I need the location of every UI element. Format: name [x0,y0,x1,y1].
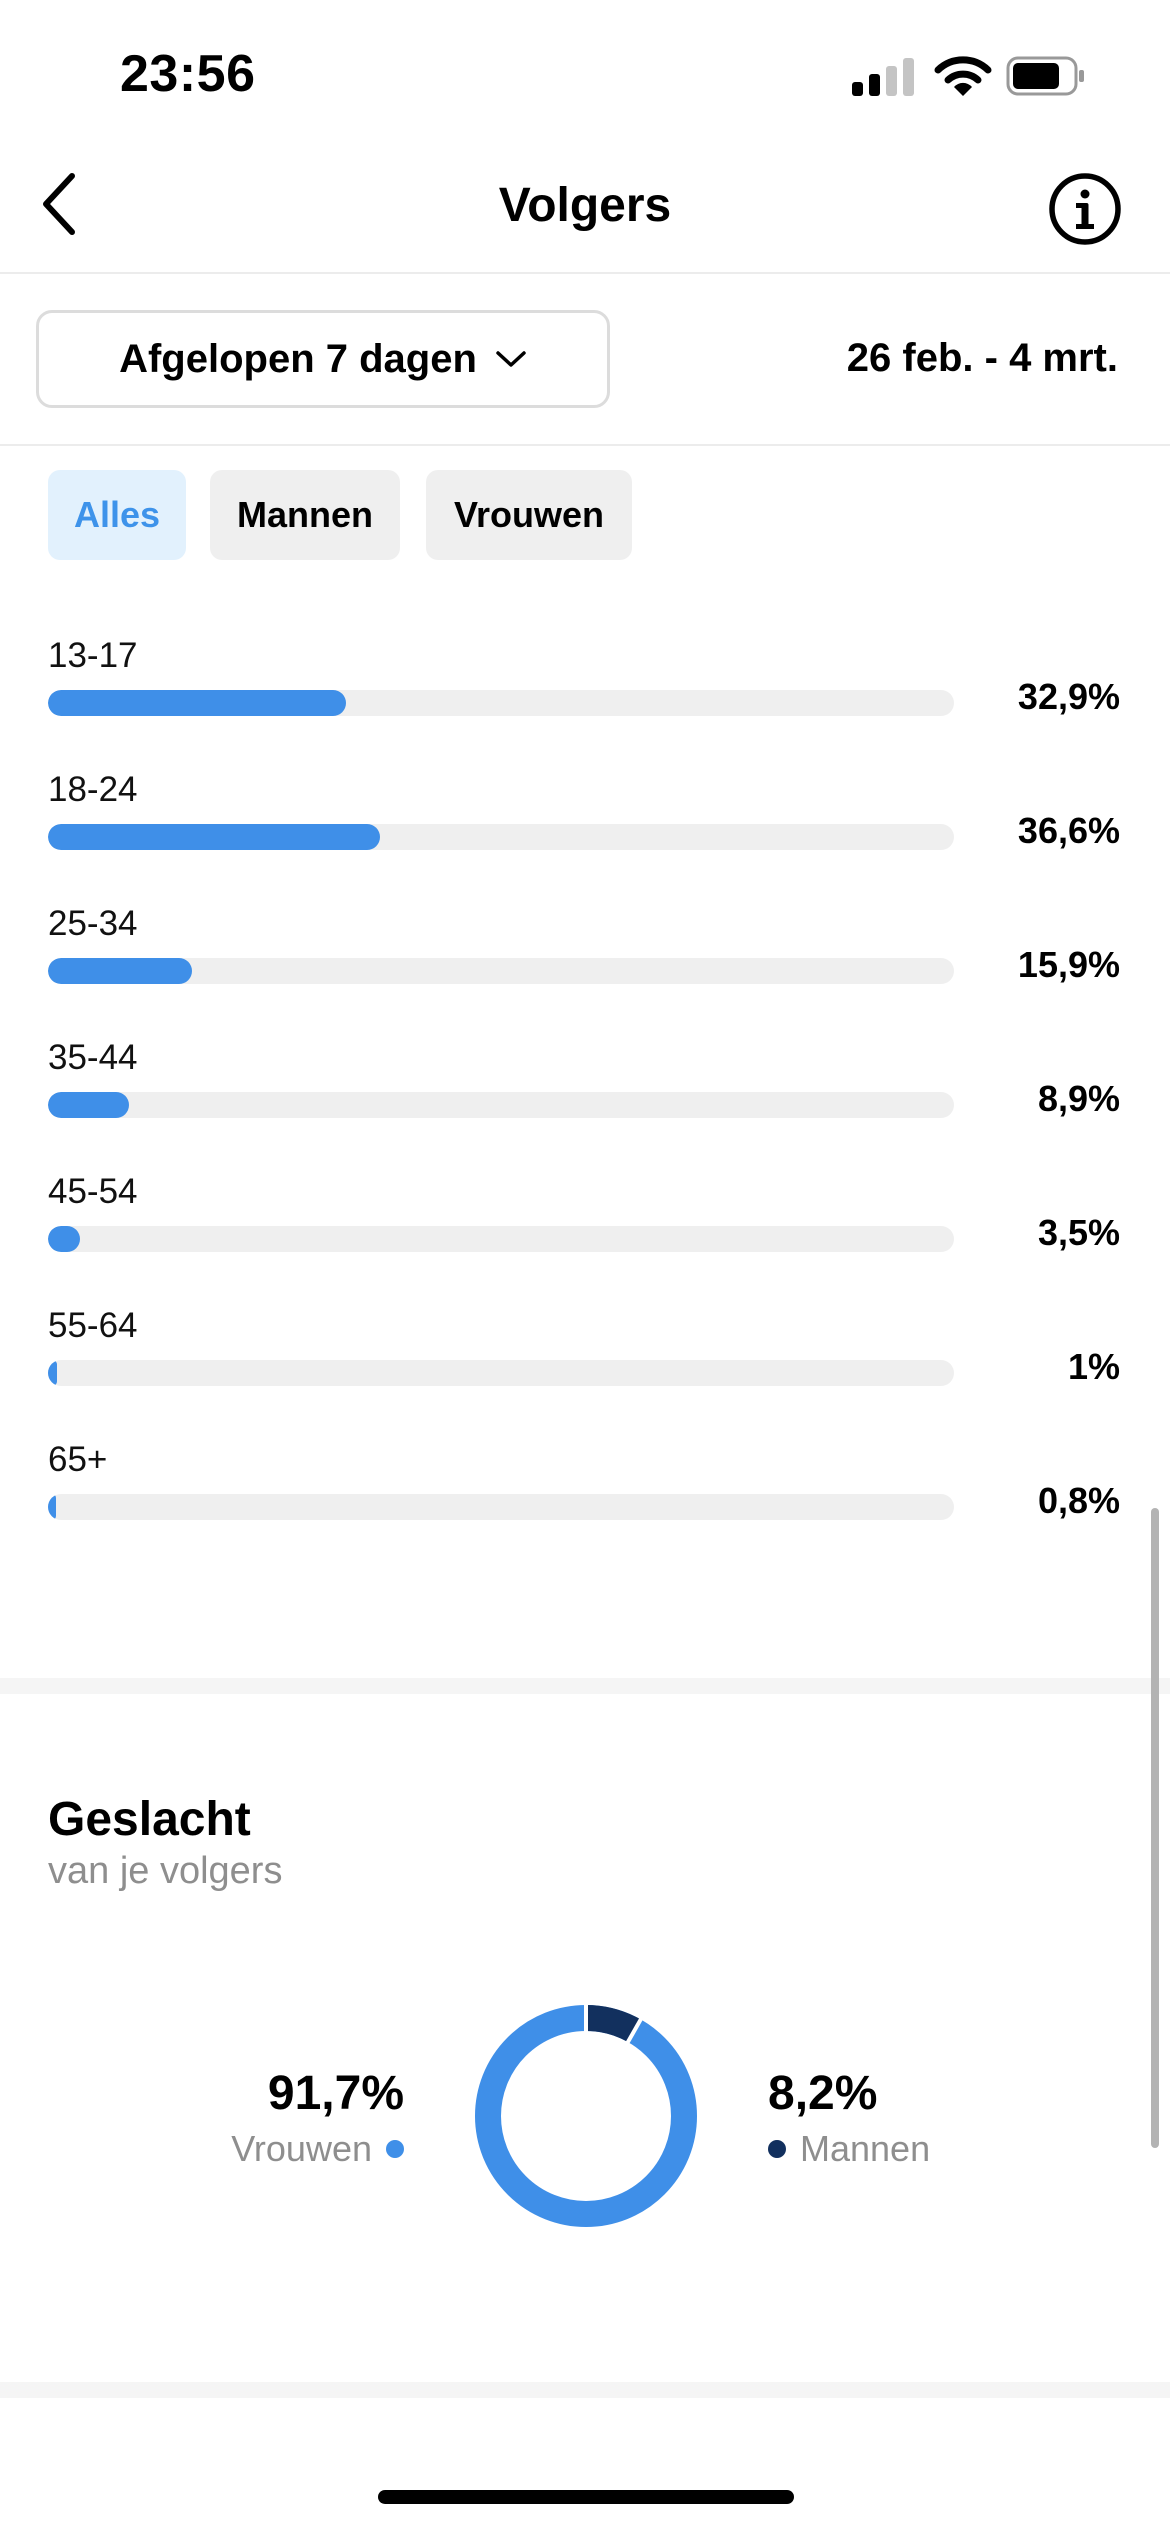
age-value-4: 3,5% [1037,1212,1120,1253]
period-dropdown[interactable]: Afgelopen 7 dagen [36,310,610,408]
age-value-0: 32,9% [1017,676,1120,717]
section-separator-bottom [0,2382,1170,2398]
age-label-1: 18-24 [48,770,138,809]
status-time: 23:56 [120,45,256,103]
age-value-5: 1% [1067,1346,1120,1387]
age-bar-track-0 [48,690,954,716]
period-label: Afgelopen 7 dagen [119,336,477,381]
chevron-down-icon [496,351,526,367]
age-bar-3 [48,1092,129,1118]
age-bar-0 [48,690,347,716]
age-value-2: 15,9% [1017,944,1120,985]
date-range: 26 feb. - 4 mrt. [846,336,1118,380]
age-bar-track-3 [48,1092,954,1118]
battery-icon [1006,56,1084,96]
age-bar-5 [48,1360,58,1386]
men-legend: Mannen [768,2128,930,2170]
header-divider [0,272,1170,274]
info-icon[interactable] [1046,170,1124,248]
page-title: Volgers [498,179,672,232]
age-label-4: 45-54 [48,1172,138,1211]
women-legend: Vrouwen [231,2128,404,2170]
men-dot [768,2140,786,2158]
age-value-3: 8,9% [1037,1078,1120,1119]
women-dot [386,2140,404,2158]
age-bar-track-1 [48,824,954,850]
section-separator [0,1678,1170,1694]
back-button[interactable] [28,160,100,250]
gender-donut-chart [475,2004,697,2227]
men-percentage: 8,2% [768,2067,878,2120]
filter-chip-mannen[interactable]: Mannen [210,470,400,560]
age-bar-6 [48,1494,56,1520]
age-bar-4 [48,1226,80,1252]
age-bar-track-4 [48,1226,954,1252]
age-bar-track-6 [48,1494,954,1520]
age-label-5: 55-64 [48,1306,138,1345]
women-label: Vrouwen [231,2128,372,2169]
donut-gap-1 [625,2016,644,2045]
age-bar-2 [48,958,193,984]
donut-segment-women [475,2005,697,2227]
age-label-0: 13-17 [48,636,138,675]
gender-subtitle: van je volgers [48,1850,283,1892]
scrollbar[interactable] [1151,1508,1159,2148]
men-label: Mannen [800,2128,931,2169]
period-divider [0,444,1170,446]
filter-chip-alles[interactable]: Alles [48,470,186,560]
home-indicator [378,2490,794,2504]
filter-chip-vrouwen[interactable]: Vrouwen [426,470,632,560]
women-percentage: 91,7% [267,2067,404,2120]
signal-icon [852,58,914,96]
age-label-6: 65+ [48,1440,108,1479]
age-label-3: 35-44 [48,1038,138,1077]
age-bar-track-5 [48,1360,954,1386]
age-bar-1 [48,824,380,850]
wifi-icon [934,56,992,96]
gender-title: Geslacht [48,1793,251,1846]
age-bar-track-2 [48,958,954,984]
age-value-6: 0,8% [1037,1480,1120,1521]
age-label-2: 25-34 [48,904,138,943]
age-value-1: 36,6% [1017,810,1120,851]
